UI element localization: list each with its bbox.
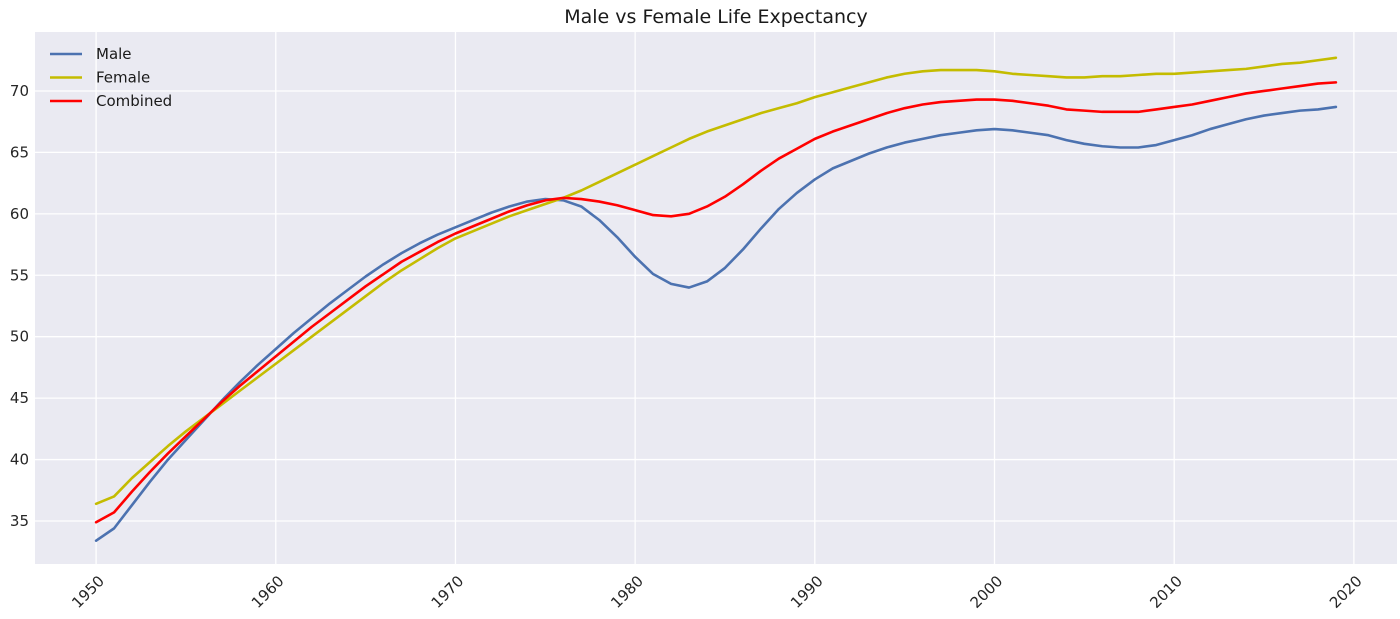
legend-label-combined: Combined [96, 92, 172, 110]
x-tick-label: 2010 [1146, 572, 1186, 612]
series-line-combined [94, 81, 1338, 524]
y-tick-label: 60 [10, 205, 29, 223]
y-tick-label: 50 [10, 328, 29, 346]
x-tick-label: 2020 [1326, 572, 1366, 612]
y-tick-label: 40 [10, 451, 29, 469]
x-tick-label: 1980 [607, 572, 647, 612]
y-tick-label: 35 [10, 512, 29, 530]
x-tick-label: 1960 [248, 572, 288, 612]
x-tick-label: 1950 [68, 572, 108, 612]
x-tick-label: 1990 [787, 572, 827, 612]
x-tick-label: 2000 [967, 572, 1007, 612]
legend-label-female: Female [96, 69, 150, 87]
y-tick-label: 70 [10, 82, 29, 100]
legend-label-male: Male [96, 45, 132, 63]
series-line-female [94, 56, 1338, 506]
y-tick-label: 55 [10, 266, 29, 284]
y-axis-tick-labels: 35 40 45 50 55 60 65 70 [10, 82, 29, 530]
chart-title: Male vs Female Life Expectancy [564, 6, 868, 28]
x-tick-label: 1970 [428, 572, 468, 612]
plot-area [35, 32, 1397, 564]
series-line-male [94, 105, 1338, 542]
y-tick-label: 45 [10, 389, 29, 407]
series-lines [94, 56, 1338, 542]
y-tick-label: 65 [10, 143, 29, 161]
legend: Male Female Combined [50, 45, 172, 110]
x-axis-tick-labels: 1950 1960 1970 1980 1990 2000 2010 2020 [68, 572, 1366, 612]
